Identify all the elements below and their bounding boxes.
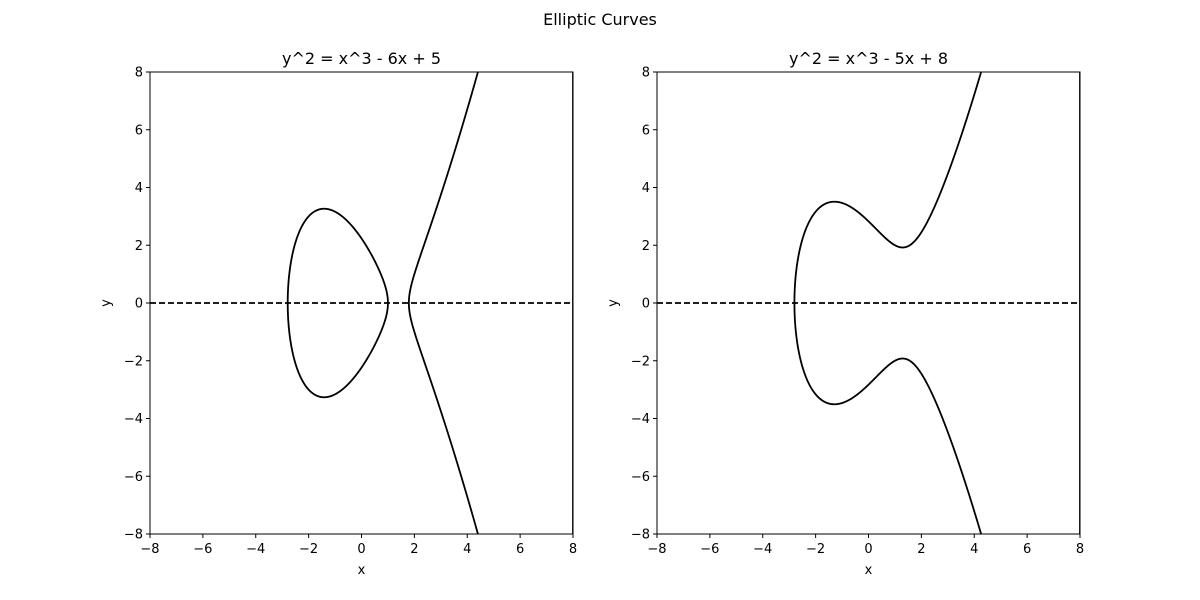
curve-branch bbox=[286, 207, 389, 399]
y-axis-label: y bbox=[99, 299, 114, 307]
y-tick-label: −4 bbox=[124, 412, 143, 427]
x-tick-label: 2 bbox=[410, 542, 418, 557]
x-tick-label: −8 bbox=[140, 542, 159, 557]
x-axis-label: x bbox=[865, 563, 873, 578]
y-tick-label: 2 bbox=[642, 239, 650, 254]
x-axis-label: x bbox=[358, 563, 366, 578]
x-tick-label: 4 bbox=[970, 542, 978, 557]
x-tick-label: 8 bbox=[569, 542, 577, 557]
x-tick-label: −6 bbox=[700, 542, 719, 557]
curve-branch bbox=[793, 72, 1080, 534]
subplot-2: −8 −6 −4 −2 0 2 4 6 8 −8 −6 −4 −2 0 2 4 6 8 x y y^2 = x^3 - … bbox=[606, 49, 1084, 578]
y-axis-label: y bbox=[606, 299, 621, 307]
y-tick-label: 2 bbox=[135, 239, 143, 254]
y-tick-label: −6 bbox=[631, 470, 650, 485]
x-tick-label: −4 bbox=[246, 542, 265, 557]
y-tick-label: 0 bbox=[135, 297, 143, 312]
x-tick-label: −8 bbox=[647, 542, 666, 557]
y-tick-label: −8 bbox=[631, 528, 650, 543]
subplot-title: y^2 = x^3 - 5x + 8 bbox=[789, 49, 948, 68]
x-tick-label: 4 bbox=[463, 542, 471, 557]
subplot-title: y^2 = x^3 - 6x + 5 bbox=[282, 49, 441, 68]
x-tick-label: 2 bbox=[917, 542, 925, 557]
y-tick-label: 6 bbox=[135, 123, 143, 138]
y-tick-label: 8 bbox=[135, 66, 143, 81]
y-tick-label: 8 bbox=[642, 66, 650, 81]
x-tick-label: 8 bbox=[1076, 542, 1084, 557]
y-tick-label: 6 bbox=[642, 123, 650, 138]
y-tick-label: 0 bbox=[642, 297, 650, 312]
x-tick-label: −6 bbox=[193, 542, 212, 557]
y-tick-label: −6 bbox=[124, 470, 143, 485]
y-tick-label: 4 bbox=[642, 181, 650, 196]
y-tick-label: −2 bbox=[631, 354, 650, 369]
figure-title: Elliptic Curves bbox=[543, 10, 657, 29]
x-tick-label: −2 bbox=[299, 542, 318, 557]
x-tick-label: 6 bbox=[516, 542, 524, 557]
x-tick-label: 0 bbox=[864, 542, 872, 557]
y-tick-label: 4 bbox=[135, 181, 143, 196]
x-tick-label: 6 bbox=[1023, 542, 1031, 557]
y-tick-label: −8 bbox=[124, 528, 143, 543]
x-tick-label: 0 bbox=[357, 542, 365, 557]
y-tick-label: −4 bbox=[631, 412, 650, 427]
x-tick-label: −4 bbox=[753, 542, 772, 557]
x-tick-label: −2 bbox=[806, 542, 825, 557]
y-tick-label: −2 bbox=[124, 354, 143, 369]
subplot-1: −8 −6 −4 −2 0 2 4 6 8 −8 −6 −4 −2 0 2 4 6 8 x y y^2 = x^3 - … bbox=[99, 49, 577, 578]
curve-branch bbox=[407, 72, 573, 534]
